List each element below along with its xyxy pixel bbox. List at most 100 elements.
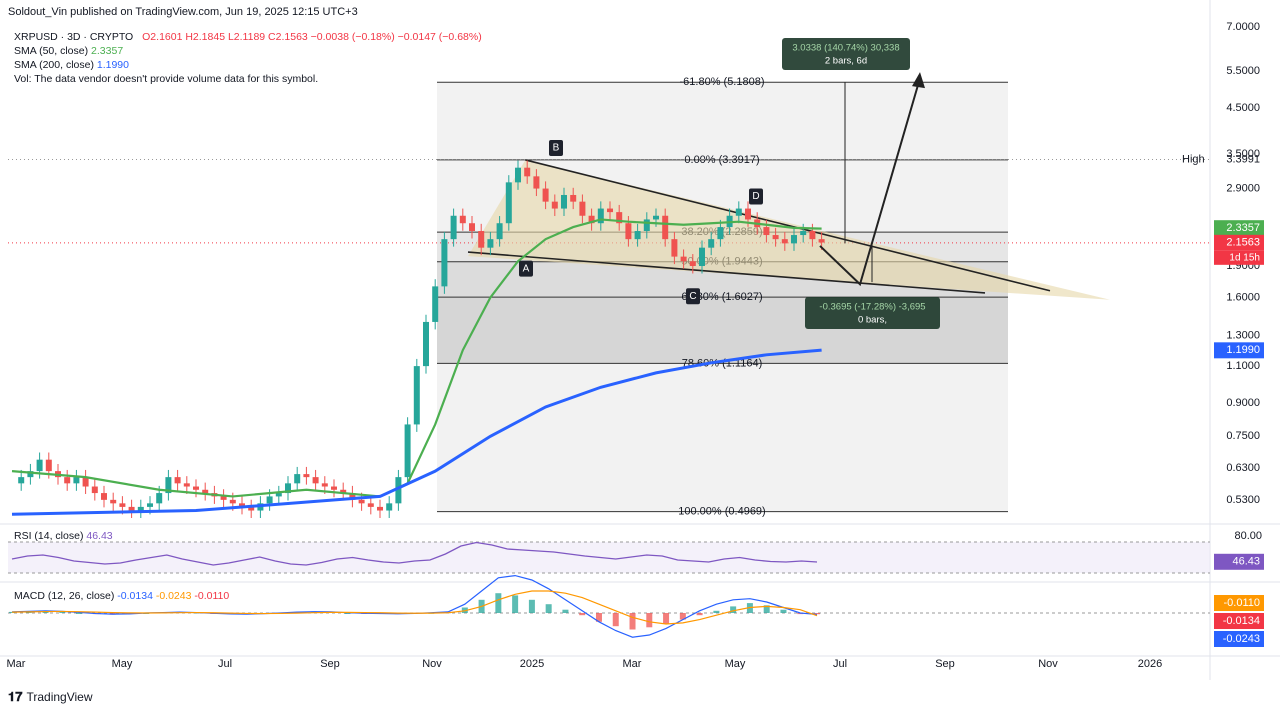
candle-body bbox=[570, 194, 577, 202]
macd-histogram-bar bbox=[9, 611, 15, 613]
macd-legend[interactable]: MACD (12, 26, close) -0.0134 -0.0243 -0.… bbox=[14, 589, 229, 603]
sma50-legend[interactable]: SMA (50, close) 2.3357 bbox=[14, 44, 123, 58]
y-axis-label: 1.6000 bbox=[1226, 291, 1260, 303]
macd-histogram-bar bbox=[595, 613, 602, 622]
point-marker bbox=[749, 188, 763, 205]
candle-body bbox=[772, 235, 779, 240]
point-label: C bbox=[689, 291, 696, 302]
tradingview-brand[interactable]: 𝟏𝟕 TradingView bbox=[8, 689, 93, 705]
macd-histogram-bar bbox=[730, 606, 737, 613]
x-axis-label: Mar bbox=[623, 658, 642, 670]
candle-body bbox=[275, 493, 282, 497]
rsi-tag-text: 46.43 bbox=[1232, 556, 1260, 568]
candle-body bbox=[708, 239, 715, 248]
fib-level-label: 0.00% (3.3917) bbox=[684, 154, 759, 166]
x-axis-label: May bbox=[112, 658, 133, 670]
macd-histogram-bar bbox=[612, 613, 619, 627]
candle-body bbox=[588, 215, 595, 224]
y-axis-label: 0.5300 bbox=[1226, 494, 1260, 506]
rsi-line bbox=[11, 541, 818, 566]
macd-histogram-bar bbox=[629, 613, 636, 630]
candle-body bbox=[321, 483, 328, 487]
macd-histogram-bar bbox=[545, 604, 552, 613]
candle-body bbox=[450, 215, 457, 240]
candle-body bbox=[101, 493, 107, 500]
sma200-label: SMA (200, close) bbox=[14, 59, 94, 71]
macd-tag-text: -0.0110 bbox=[1224, 597, 1261, 609]
x-axis-label: Sep bbox=[320, 658, 340, 670]
macd-histogram-bar bbox=[763, 605, 770, 613]
candle-body bbox=[82, 477, 89, 487]
macd-label: MACD (12, 26, close) bbox=[14, 590, 115, 602]
candle-body bbox=[239, 503, 245, 507]
macd-histogram-bar bbox=[528, 599, 535, 613]
rsi-label: RSI (14, close) bbox=[14, 530, 84, 542]
candle-body bbox=[515, 167, 521, 183]
point-marker bbox=[549, 139, 563, 156]
candle-body bbox=[229, 499, 236, 504]
high-value: 3.3991 bbox=[1226, 153, 1260, 165]
symbol-line[interactable]: XRPUSD · 3D · CRYPTO bbox=[14, 31, 134, 43]
candle-body bbox=[561, 194, 567, 209]
sma200-price-tag bbox=[1214, 342, 1264, 359]
candle-body bbox=[717, 227, 724, 240]
candle-body bbox=[496, 223, 503, 240]
candle-body bbox=[745, 208, 751, 220]
macd-histogram-bar bbox=[713, 610, 720, 613]
candle-body bbox=[165, 477, 172, 494]
y-axis-label: 0.9000 bbox=[1226, 397, 1260, 409]
rsi-legend[interactable]: RSI (14, close) 46.43 bbox=[14, 529, 113, 543]
y-axis-label: 1.3000 bbox=[1226, 329, 1260, 341]
x-axis-label: May bbox=[725, 658, 746, 670]
candle-body bbox=[18, 477, 25, 484]
measure-up-box bbox=[782, 38, 910, 70]
x-axis-label: Mar bbox=[7, 658, 26, 670]
sma200-legend[interactable]: SMA (200, close) 1.1990 bbox=[14, 58, 129, 72]
macd-histogram-bar bbox=[814, 613, 820, 615]
y-axis-label: 5.5000 bbox=[1226, 65, 1260, 77]
candle-body bbox=[285, 483, 291, 494]
candle-body bbox=[73, 477, 80, 484]
candle-body bbox=[331, 486, 337, 490]
candle-body bbox=[524, 167, 531, 177]
candle-body bbox=[303, 474, 310, 478]
macd-histogram-bar bbox=[512, 595, 519, 613]
macd-histogram-bar bbox=[696, 613, 703, 616]
brand-name: TradingView bbox=[26, 690, 93, 704]
candle-body bbox=[533, 176, 540, 189]
x-axis-label: 2025 bbox=[520, 658, 544, 670]
candle-body bbox=[432, 286, 439, 322]
measure-down-box-line1: -0.3695 (-17.28%) -3,695 bbox=[819, 302, 925, 313]
candle-body bbox=[478, 231, 485, 248]
sma200-value: 1.1990 bbox=[96, 59, 129, 71]
candle-body bbox=[671, 239, 678, 257]
sma50-label: SMA (50, close) bbox=[14, 45, 89, 57]
point-label: B bbox=[553, 143, 560, 154]
candle-body bbox=[579, 201, 586, 216]
last-price-tag bbox=[1214, 234, 1264, 251]
x-axis-label: Sep bbox=[935, 658, 955, 670]
y-axis-label: 0.7500 bbox=[1226, 430, 1260, 442]
macd-price-tag bbox=[1214, 631, 1264, 647]
candle-body bbox=[441, 239, 448, 287]
candle-body bbox=[147, 503, 153, 507]
candle-body bbox=[616, 212, 623, 224]
candle-body bbox=[119, 503, 126, 507]
macd-histogram-bar bbox=[579, 613, 586, 616]
candle-body bbox=[653, 215, 659, 220]
candle-body bbox=[27, 471, 34, 478]
candle-body bbox=[800, 231, 807, 236]
x-axis-label: Jul bbox=[218, 658, 232, 670]
macd-histogram-bar bbox=[59, 611, 66, 613]
sma50-line bbox=[11, 218, 822, 498]
candle-body bbox=[469, 223, 475, 232]
point-label: A bbox=[523, 263, 530, 274]
macd-price-tag bbox=[1214, 613, 1264, 629]
macd-histogram-bar bbox=[76, 613, 83, 614]
measure-up-box-line1: 3.0338 (140.74%) 30,338 bbox=[792, 43, 899, 54]
symbol-legend: XRPUSD · 3D · CRYPTO O2.1601 H2.1845 L2.… bbox=[14, 30, 482, 44]
volume-note: Vol: The data vendor doesn't provide vol… bbox=[14, 73, 319, 85]
projection-path bbox=[819, 77, 921, 287]
candle-body bbox=[248, 506, 255, 511]
